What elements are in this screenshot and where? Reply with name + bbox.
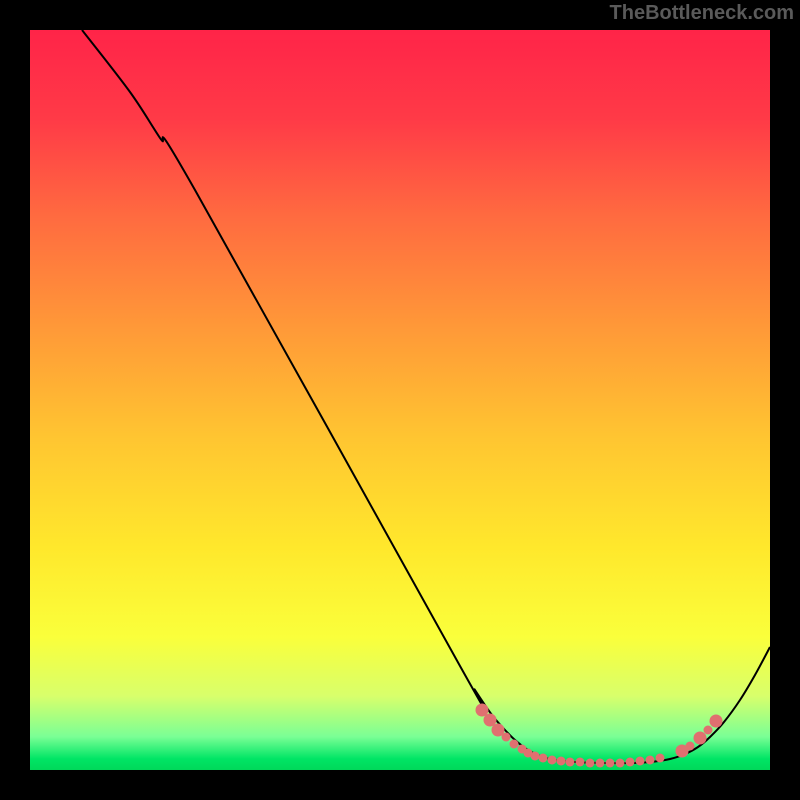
band-marker (686, 742, 695, 751)
band-marker (539, 754, 548, 763)
band-marker (606, 759, 615, 768)
curve-layer (30, 30, 770, 770)
band-marker (576, 758, 585, 767)
band-marker (502, 733, 511, 742)
band-marker (626, 758, 635, 767)
chart-container: TheBottleneck.com (0, 0, 800, 800)
band-marker (586, 759, 595, 768)
band-marker (694, 732, 707, 745)
band-marker (656, 754, 665, 763)
band-marker (566, 758, 575, 767)
band-marker (710, 715, 723, 728)
band-marker (531, 752, 540, 761)
band-marker (596, 759, 605, 768)
band-marker (704, 726, 713, 735)
plot-area (30, 30, 770, 770)
band-marker (548, 756, 557, 765)
band-marker (510, 740, 519, 749)
band-marker (646, 756, 655, 765)
watermark-text: TheBottleneck.com (610, 2, 794, 25)
dotted-band (476, 704, 723, 768)
band-marker (557, 757, 566, 766)
band-marker (616, 759, 625, 768)
band-marker (636, 757, 645, 766)
bottleneck-curve (82, 30, 770, 763)
